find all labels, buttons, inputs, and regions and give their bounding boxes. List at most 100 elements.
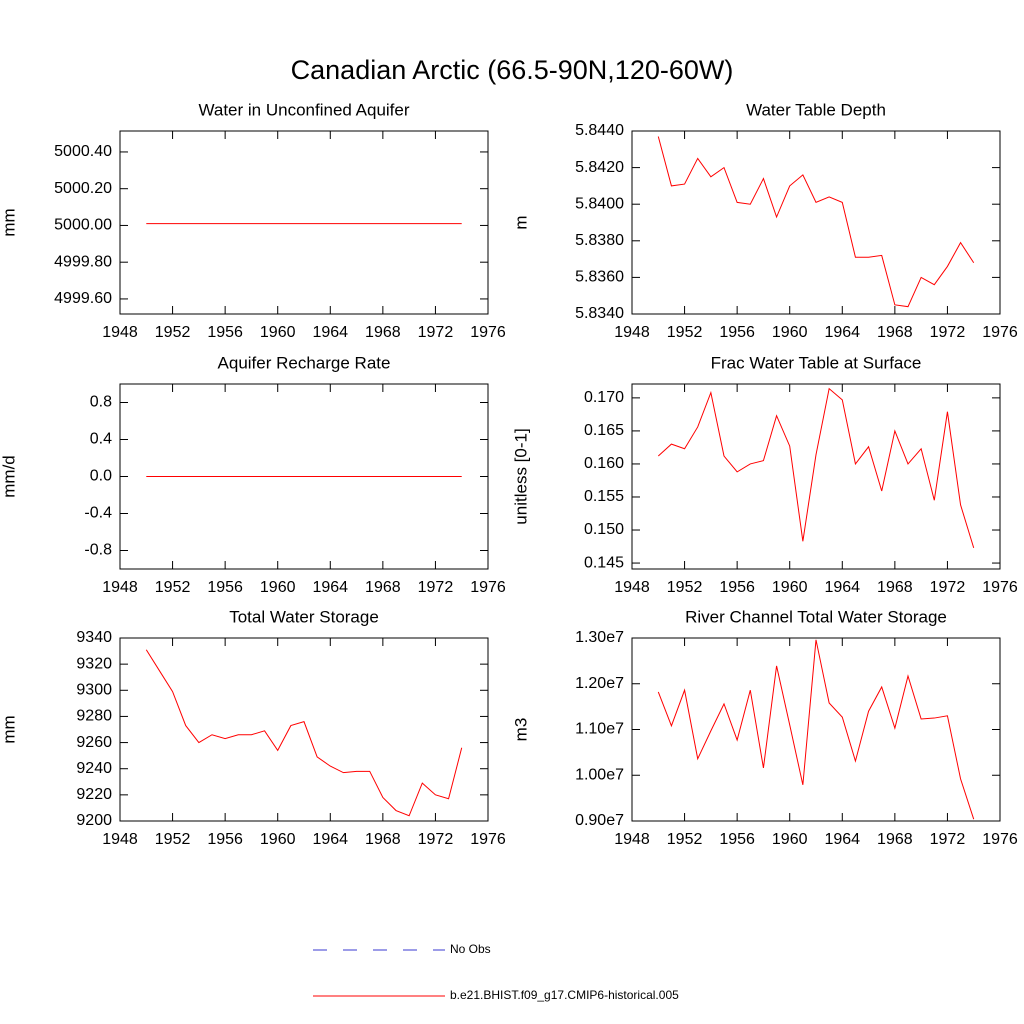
x-tick-label: 1976 — [470, 831, 506, 848]
x-tick-label: 1960 — [772, 579, 808, 596]
y-tick-label: 0.160 — [584, 455, 624, 472]
x-tick-label: 1968 — [877, 324, 913, 341]
y-axis-label: m — [511, 215, 530, 229]
x-tick-label: 1952 — [667, 324, 703, 341]
x-tick-label: 1948 — [102, 324, 138, 341]
plot-frame — [631, 383, 1001, 570]
y-tick-label: 4999.80 — [54, 253, 112, 270]
x-tick-label: 1964 — [312, 579, 348, 596]
panel-title: Water in Unconfined Aquifer — [198, 100, 409, 119]
y-tick-label: 5000.20 — [54, 180, 112, 197]
y-tick-label: 5.8420 — [575, 159, 624, 176]
data-line — [657, 387, 975, 549]
y-axis-label: mm/d — [0, 455, 18, 498]
y-tick-label: 0.145 — [584, 554, 624, 571]
x-tick-label: 1964 — [824, 324, 860, 341]
y-tick-label: 9200 — [76, 812, 112, 829]
x-tick-label: 1952 — [155, 579, 191, 596]
y-tick-label: 0.165 — [584, 422, 624, 439]
y-tick-label: 0.150 — [584, 521, 624, 538]
x-tick-label: 1976 — [470, 324, 506, 341]
x-tick-label: 1960 — [772, 831, 808, 848]
x-tick-label: 1968 — [877, 831, 913, 848]
y-tick-label: -0.4 — [84, 505, 112, 522]
x-tick-label: 1948 — [102, 579, 138, 596]
y-tick-label: 1.10e7 — [575, 721, 624, 738]
plot-frame — [631, 637, 1001, 822]
x-tick-label: 1952 — [155, 324, 191, 341]
y-tick-label: 5.8440 — [575, 122, 624, 139]
y-tick-label: 0.4 — [90, 431, 112, 448]
x-tick-label: 1956 — [207, 831, 243, 848]
x-tick-label: 1956 — [207, 579, 243, 596]
x-tick-label: 1952 — [667, 831, 703, 848]
x-tick-label: 1948 — [614, 831, 650, 848]
x-tick-label: 1964 — [824, 831, 860, 848]
x-tick-label: 1968 — [365, 579, 401, 596]
data-line — [145, 649, 463, 817]
y-tick-label: 9220 — [76, 786, 112, 803]
figure-title: Canadian Arctic (66.5-90N,120-60W) — [291, 55, 734, 85]
y-tick-label: -0.8 — [84, 542, 112, 559]
x-tick-label: 1960 — [772, 324, 808, 341]
x-tick-label: 1948 — [614, 579, 650, 596]
panel-title: Frac Water Table at Surface — [711, 353, 922, 372]
x-tick-label: 1972 — [930, 324, 966, 341]
plot-frame — [119, 637, 489, 822]
y-axis-label: mm — [0, 715, 18, 743]
panel-title: Aquifer Recharge Rate — [218, 353, 391, 372]
x-tick-label: 1976 — [982, 831, 1018, 848]
x-tick-label: 1968 — [365, 324, 401, 341]
x-tick-label: 1952 — [155, 831, 191, 848]
legend-label: b.e21.BHIST.f09_g17.CMIP6-historical.005 — [450, 988, 679, 1002]
x-tick-label: 1972 — [930, 579, 966, 596]
y-tick-label: 0.155 — [584, 488, 624, 505]
y-tick-label: 1.00e7 — [575, 766, 624, 783]
y-tick-label: 0.0 — [90, 468, 112, 485]
y-tick-label: 5000.40 — [54, 143, 112, 160]
y-axis-label: m3 — [511, 718, 530, 742]
y-tick-label: 9240 — [76, 760, 112, 777]
y-tick-label: 9340 — [76, 629, 112, 646]
x-tick-label: 1964 — [824, 579, 860, 596]
plot-frame — [119, 383, 489, 570]
y-tick-label: 9320 — [76, 655, 112, 672]
y-tick-label: 9260 — [76, 734, 112, 751]
y-tick-label: 1.30e7 — [575, 629, 624, 646]
y-tick-label: 0.170 — [584, 389, 624, 406]
y-tick-label: 0.90e7 — [575, 812, 624, 829]
y-tick-label: 5.8340 — [575, 305, 624, 322]
x-tick-label: 1948 — [614, 324, 650, 341]
x-tick-label: 1956 — [719, 831, 755, 848]
x-tick-label: 1960 — [260, 831, 296, 848]
x-tick-label: 1964 — [312, 324, 348, 341]
data-line — [657, 639, 975, 820]
x-tick-label: 1960 — [260, 324, 296, 341]
y-tick-label: 5.8360 — [575, 269, 624, 286]
x-tick-label: 1952 — [667, 579, 703, 596]
x-tick-label: 1956 — [207, 324, 243, 341]
y-axis-label: mm — [0, 208, 18, 236]
x-tick-label: 1956 — [719, 579, 755, 596]
panel-title: River Channel Total Water Storage — [685, 607, 947, 626]
x-tick-label: 1948 — [102, 831, 138, 848]
legend-label: No Obs — [450, 942, 491, 956]
x-tick-label: 1968 — [877, 579, 913, 596]
plot-frame — [119, 130, 489, 315]
x-tick-label: 1956 — [719, 324, 755, 341]
data-line — [657, 136, 975, 308]
y-tick-label: 1.20e7 — [575, 675, 624, 692]
y-axis-label: unitless [0-1] — [511, 428, 530, 524]
x-tick-label: 1976 — [982, 579, 1018, 596]
panel-title: Total Water Storage — [229, 607, 379, 626]
y-tick-label: 5000.00 — [54, 217, 112, 234]
x-tick-label: 1976 — [982, 324, 1018, 341]
x-tick-label: 1968 — [365, 831, 401, 848]
plot-frame — [631, 130, 1001, 315]
y-tick-label: 5.8400 — [575, 195, 624, 212]
x-tick-label: 1972 — [418, 579, 454, 596]
x-tick-label: 1964 — [312, 831, 348, 848]
y-tick-label: 9300 — [76, 682, 112, 699]
